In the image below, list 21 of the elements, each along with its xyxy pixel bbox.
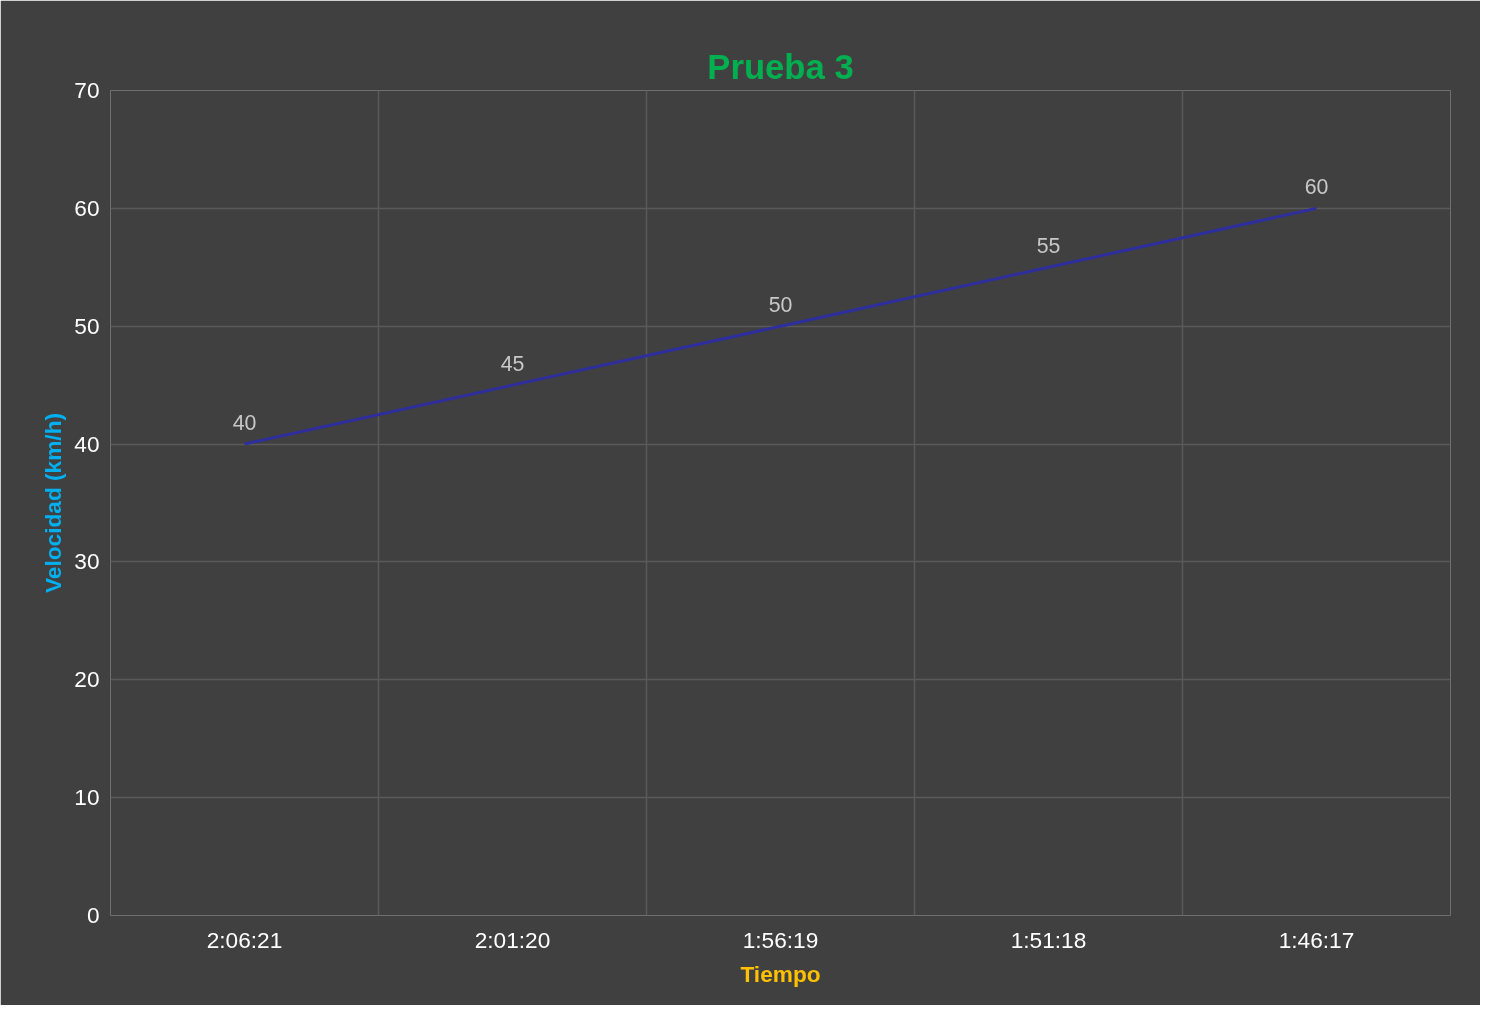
y-tick-label: 10 [74, 784, 100, 811]
y-tick-label: 40 [74, 430, 100, 457]
y-tick-label: 30 [74, 548, 100, 575]
x-tick-label: 1:46:17 [1278, 926, 1355, 953]
data-label: 55 [1036, 234, 1061, 259]
x-axis-title: Tiempo [740, 960, 821, 987]
x-tick-label: 1:51:18 [1010, 926, 1087, 953]
y-tick-label: 70 [74, 77, 100, 103]
y-tick-label: 60 [74, 194, 100, 221]
y-tick-label: 50 [74, 312, 100, 339]
data-label: 50 [768, 293, 793, 318]
y-axis-title: Velocidad (km/h) [40, 412, 67, 594]
x-tick-label: 1:56:19 [742, 926, 819, 953]
x-tick-label: 2:06:21 [206, 926, 283, 953]
x-tick-label: 2:01:20 [474, 926, 551, 953]
data-label: 40 [232, 411, 257, 436]
y-tick-label: 0 [86, 902, 100, 928]
y-tick-label: 20 [74, 666, 100, 693]
chart-title: Prueba 3 [707, 47, 854, 86]
data-label: 60 [1304, 175, 1329, 200]
data-label: 45 [500, 352, 525, 377]
